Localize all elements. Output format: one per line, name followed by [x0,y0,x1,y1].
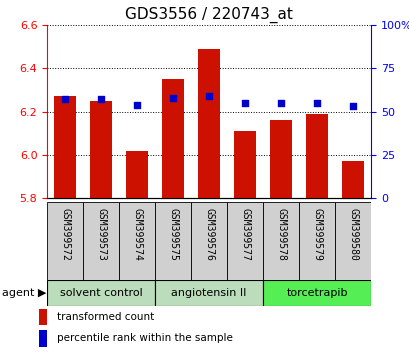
Text: GSM399578: GSM399578 [275,208,285,261]
Point [98,97,104,102]
Point [133,102,140,107]
Bar [155,202,191,280]
Bar [263,202,298,280]
Bar [191,202,227,280]
Point [62,97,68,102]
Text: agent ▶: agent ▶ [2,288,46,298]
Bar [39,309,47,325]
Text: angiotensin II: angiotensin II [171,288,246,298]
Bar [47,280,155,306]
Bar [198,48,219,198]
Text: GSM399574: GSM399574 [132,208,142,261]
Bar [263,280,370,306]
Text: GSM399575: GSM399575 [168,208,178,261]
Bar [83,202,119,280]
Bar [270,120,291,198]
Bar [90,101,112,198]
Bar [155,280,263,306]
Bar [162,79,184,198]
Bar [227,202,263,280]
Text: transformed count: transformed count [57,312,154,322]
Bar [234,131,255,198]
Bar [342,161,363,198]
Bar [334,202,370,280]
Point [349,103,355,109]
Bar [54,96,76,198]
Bar [119,202,155,280]
Text: GSM399573: GSM399573 [96,208,106,261]
Text: GSM399577: GSM399577 [240,208,249,261]
Point [241,100,248,105]
Title: GDS3556 / 220743_at: GDS3556 / 220743_at [125,7,292,23]
Text: percentile rank within the sample: percentile rank within the sample [57,333,232,343]
Bar [306,114,327,198]
Text: solvent control: solvent control [60,288,142,298]
Text: torcetrapib: torcetrapib [285,288,347,298]
Point [205,93,212,99]
Point [169,95,176,101]
Bar [126,150,148,198]
Text: GSM399572: GSM399572 [60,208,70,261]
Bar [47,202,83,280]
Point [313,100,319,105]
Bar [39,330,47,347]
Text: GSM399580: GSM399580 [347,208,357,261]
Text: GSM399579: GSM399579 [311,208,321,261]
Text: GSM399576: GSM399576 [204,208,213,261]
Bar [298,202,334,280]
Point [277,100,284,105]
